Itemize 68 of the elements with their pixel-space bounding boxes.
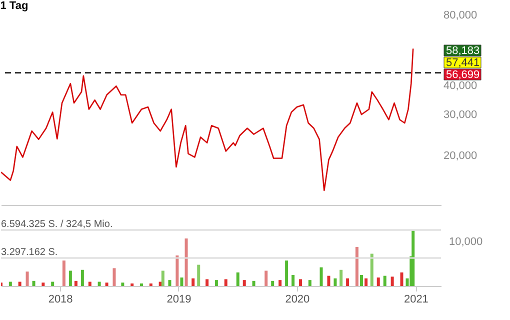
bar: [161, 270, 164, 286]
y-tick-label: 20,000: [444, 150, 478, 162]
bar: [390, 276, 394, 286]
bar: [292, 274, 295, 286]
bar: [364, 278, 368, 286]
text: 58,183: [446, 45, 480, 57]
x-tick-label: 2020: [285, 294, 310, 306]
x-tick-label: 2019: [166, 294, 192, 306]
y-tick-label: 40,000: [444, 80, 478, 92]
bar: [242, 280, 246, 286]
ref-line-label: 3.297.162 S.: [1, 247, 58, 258]
bar: [121, 282, 124, 286]
bar: [412, 230, 415, 286]
x-tick-label: 2018: [48, 294, 73, 306]
bar: [197, 264, 200, 286]
bar: [26, 272, 29, 286]
bar: [327, 276, 330, 286]
bar: [340, 270, 343, 286]
bar: [308, 280, 312, 286]
bar: [236, 272, 240, 286]
y-tick-label: 30,000: [444, 109, 478, 122]
bar: [346, 278, 350, 286]
bar: [400, 272, 404, 286]
x-tick-label: 2021: [404, 294, 428, 306]
bar: [383, 276, 386, 286]
bar: [68, 270, 72, 286]
bar: [42, 282, 45, 286]
bar: [320, 267, 323, 286]
bar: [278, 280, 282, 286]
bar: [271, 280, 274, 286]
bar: [105, 282, 108, 286]
bar: [252, 280, 256, 286]
bar: [334, 278, 337, 286]
bar: [224, 279, 228, 286]
bar: [51, 282, 54, 286]
bar: [112, 268, 116, 286]
bar: [285, 260, 288, 286]
bar: [176, 255, 179, 286]
bar: [299, 279, 302, 286]
text: 10,000: [449, 236, 483, 248]
bar: [370, 254, 374, 286]
line-series: [1, 48, 414, 192]
y-tick-label: 80,000: [444, 10, 478, 22]
bar: [180, 278, 184, 286]
bar: [32, 280, 36, 286]
bar: [360, 274, 363, 286]
bar: [149, 283, 152, 286]
bar: [206, 279, 209, 286]
bar: [62, 260, 66, 286]
bar: [80, 270, 84, 286]
bar: [184, 238, 188, 286]
bar: [140, 283, 143, 286]
bar: [130, 283, 134, 286]
ref-line-label: 6.594.325 S. / 324,5 Mio.: [1, 219, 113, 230]
bar: [376, 278, 380, 286]
bar: [214, 280, 218, 286]
bar: [264, 270, 268, 286]
chart-subtitle: 1 Tag: [0, 0, 28, 12]
bar: [74, 280, 78, 286]
bar: [355, 246, 358, 286]
bar: [98, 282, 101, 286]
bar: [18, 282, 22, 286]
bar: [8, 282, 12, 286]
bar: [192, 278, 195, 286]
text: 57,441: [446, 57, 480, 69]
bar: [88, 282, 92, 286]
bar: [168, 280, 172, 286]
text: 56,699: [446, 69, 480, 81]
